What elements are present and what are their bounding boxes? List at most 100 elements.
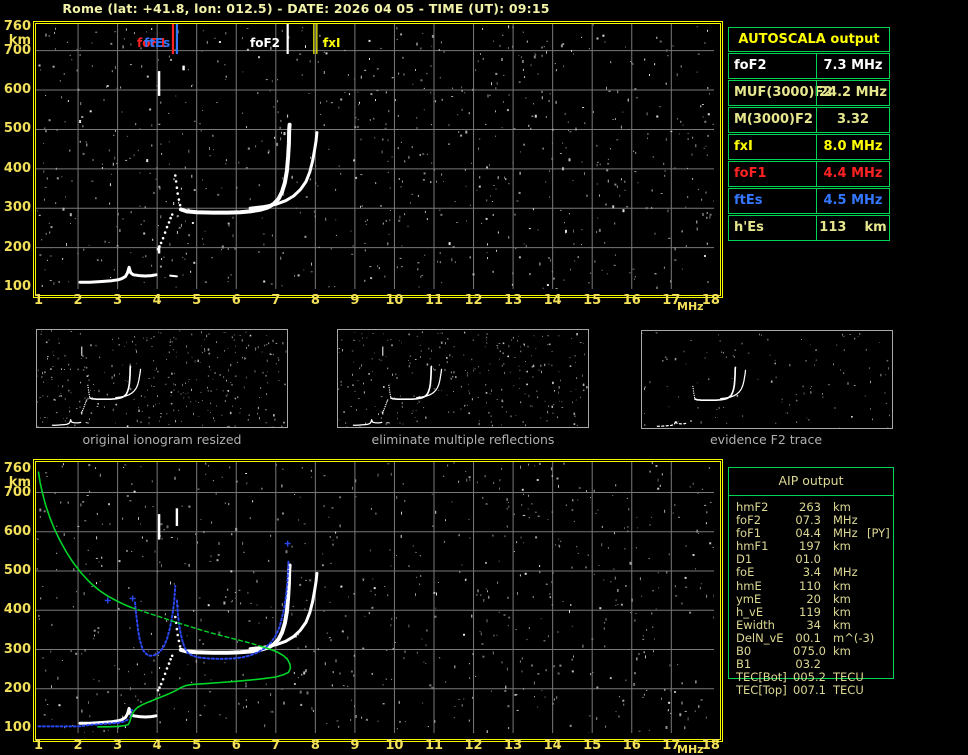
aip-row: TEC[Top] 007.1 TECU: [736, 684, 890, 697]
aip-row-note: [867, 671, 890, 684]
trace-Es-trace: [78, 706, 158, 725]
aip-row-unit: km: [833, 591, 851, 606]
aip-row-unit: m^(-3): [833, 630, 875, 645]
aip-row-spacer: [821, 527, 833, 540]
x-tick-label: 4: [152, 738, 162, 753]
aip-row-note: [867, 553, 890, 566]
autoscala-row: M(3000)F2 3.32: [728, 107, 890, 133]
y-tick-label: 600: [3, 523, 31, 539]
trace-F1-lower-dots: [381, 399, 389, 414]
trace-F1-cusp-dots: [174, 174, 182, 207]
aip-row-label: foE: [736, 565, 755, 580]
autoscala-table-rows: foF2 7.3 MHz MUF(3000)F2 24.2 MHz M(3000)F2 3…: [728, 53, 890, 241]
trace-blue-plus-marks: [104, 540, 291, 604]
aip-row: foE 3.4 MHz: [736, 566, 890, 579]
aip-row-value: 197: [799, 539, 821, 554]
aip-output-table: AIP output hmF2 263 km foF2 07.3 MHz foF1 04.4 M…: [728, 467, 894, 697]
trace-Es-trace: [51, 419, 82, 426]
autoscala-row: foF1 4.4 MHz: [728, 161, 890, 187]
x-tick-label: 9: [350, 738, 360, 753]
aip-row-label: TEC[Bot]: [736, 670, 787, 685]
aip-row-unit: km: [833, 604, 851, 619]
aip-row-label: TEC[Top]: [736, 683, 787, 698]
aip-row-note: [867, 684, 890, 697]
trace-scaled-F2-blue: [175, 559, 290, 660]
aip-row: D1 01.0: [736, 553, 890, 566]
aip-row-label: Ewidth: [736, 617, 775, 632]
x-tick-label: 7: [271, 738, 281, 753]
x-tick-label: 18: [701, 293, 720, 308]
aip-row: foF1 04.4 MHz [PY]: [736, 527, 890, 540]
autoscala-row: fxI 8.0 MHz: [728, 134, 890, 160]
noise-layer: [642, 332, 890, 428]
x-tick-label: 9: [350, 293, 360, 308]
trace-profile-bottom: [97, 645, 292, 728]
trace-F2-ordinary: [89, 365, 132, 401]
x-tick-label: 11: [424, 293, 444, 308]
aip-row-spacer: [821, 619, 833, 632]
x-tick-label: 10: [385, 293, 404, 308]
marker-label-foF1: foF1: [137, 36, 168, 50]
aip-row-unit: MHz: [833, 526, 858, 541]
profile-plot: [33, 459, 723, 742]
aip-row-label: B1: [736, 657, 752, 672]
trace-Es-trace: [78, 265, 158, 284]
x-tick-label: 17: [662, 738, 681, 753]
y-tick-label: 400: [3, 160, 31, 176]
aip-row-spacer: [821, 501, 833, 514]
x-tick-label: 12: [464, 293, 483, 308]
thumbnail-caption: eliminate multiple reflections: [371, 432, 555, 447]
trace-F2-extraordinary: [248, 571, 319, 651]
autoscala-row-label: fxI: [734, 139, 753, 154]
x-tick-label: 8: [310, 293, 320, 308]
noise-layer: [36, 24, 714, 289]
x-tick-label: 17: [662, 293, 681, 308]
noise-layer: [36, 462, 714, 733]
trace-Es-trace: [352, 419, 383, 426]
autoscala-row-value: 113 km: [816, 216, 889, 240]
trace-F1-lower-dots: [156, 213, 174, 251]
y-tick-label: 200: [3, 239, 31, 255]
x-tick-label: 6: [231, 738, 241, 753]
aip-header-divider: [729, 495, 893, 496]
autoscala-row-value: 4.5 MHz: [816, 189, 889, 213]
grid-layer: [36, 24, 714, 289]
x-tick-label: 13: [504, 738, 523, 753]
autoscala-row-value: 4.4 MHz: [816, 162, 889, 186]
aip-row-value: 04.4: [795, 526, 821, 541]
noise-layer: [338, 331, 588, 427]
aip-row-unit: km: [833, 617, 851, 632]
x-tick-label: 3: [113, 293, 123, 308]
x-tick-label: 7: [271, 293, 281, 308]
autoscala-row-label: M(3000)F2: [734, 112, 813, 127]
aip-row-note: [867, 645, 890, 658]
aip-row-value: 01.0: [795, 552, 821, 567]
marker-label-ftEs: ftEs: [144, 36, 171, 50]
aip-row-label: h_vE: [736, 604, 764, 619]
aip-table-rows: hmF2 263 km foF2 07.3 MHz foF1 04.4 MHz [PY] hmF1 1…: [736, 500, 890, 697]
aip-row: h_vE 119 km: [736, 604, 890, 619]
autoscala-row-label: h'Es: [734, 220, 764, 235]
trace-F2-ordinary: [390, 365, 433, 401]
aip-row-label: hmF2: [736, 500, 769, 514]
aip-row-value: 20: [806, 591, 821, 606]
x-tick-label: 16: [622, 293, 641, 308]
aip-row: Ewidth 34 km: [736, 617, 890, 632]
aip-row-value: 005.2: [793, 670, 826, 685]
y-tick-label: 100: [3, 720, 31, 735]
aip-row-unit: MHz: [833, 513, 858, 528]
trace-Es-trace: [656, 420, 687, 427]
aip-row: DelN_vE 00.1 m^(-3): [736, 630, 890, 645]
aip-row-value: 110: [799, 578, 821, 593]
y-tick-label: 760: [3, 461, 31, 477]
aip-row-spacer: [821, 580, 833, 593]
aip-row-unit: TECU: [833, 670, 864, 685]
trace-F1-cusp-dots: [692, 385, 696, 399]
trace-F1-lower-dots: [80, 399, 88, 414]
autoscala-row-label: foF2: [734, 58, 767, 73]
x-tick-label: 1: [33, 293, 44, 308]
aip-row-label: D1: [736, 552, 753, 567]
thumbnail-eliminate-reflections: [337, 329, 589, 428]
aip-row-unit: TECU: [833, 683, 864, 698]
